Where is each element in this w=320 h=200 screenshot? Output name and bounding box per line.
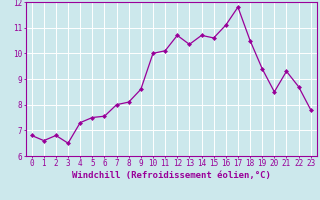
X-axis label: Windchill (Refroidissement éolien,°C): Windchill (Refroidissement éolien,°C) [72,171,271,180]
